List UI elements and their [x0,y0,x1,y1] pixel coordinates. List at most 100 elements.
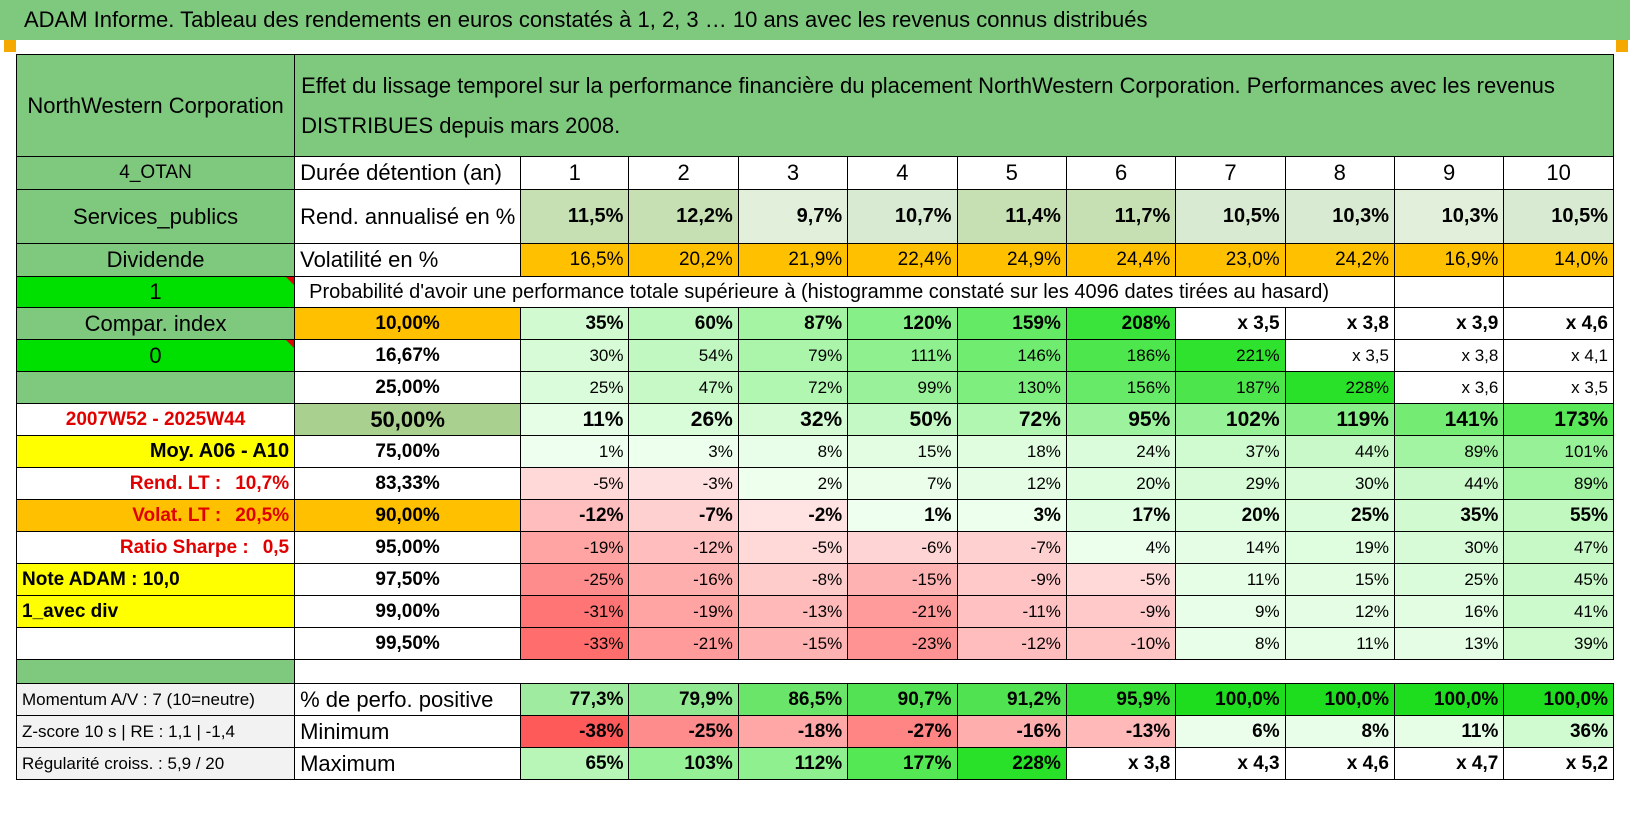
quantile-value-cell: 12% [956,467,1067,500]
company-name: NorthWestern Corporation [15,54,296,157]
moy-label: Moy. A06 - A10 [15,435,296,468]
year-header-cell: 4 [847,156,958,190]
year-header-cell: 6 [1065,156,1177,190]
quantile-value-cell: 3% [956,499,1067,532]
quantile-value-cell: -12% [628,531,739,564]
quantile-value-cell: -5% [1065,563,1177,596]
quantile-value-cell: 8% [1175,627,1286,660]
quantile-value-cell: x 3,6 [1393,371,1505,404]
quantile-value-cell: -21% [628,627,739,660]
section-spacer [15,659,296,684]
quantile-value-cell: 8% [737,435,849,468]
side-spacer [15,371,296,404]
pct-positive-cell: 77,3% [520,683,630,716]
maximum-cell: 103% [628,747,739,780]
minimum-cell: -25% [628,715,739,748]
quantile-value-cell: 9% [1175,595,1286,628]
quantile-value-cell: 44% [1284,435,1395,468]
table-row: Note ADAM : 10,0 97,50% -25% -16% -8% -15% -9%… [15,563,1614,596]
quantile-value-cell: -5% [737,531,849,564]
volat-cell: 24,2% [1284,243,1395,277]
quantile-value-cell: 44% [1393,467,1505,500]
minimum-cell: 8% [1284,715,1395,748]
volat-cell: 20,2% [628,243,739,277]
volat-cell: 14,0% [1503,243,1614,277]
quantile-label: 50,00% [294,403,522,436]
rend-lt-label: Rend. LT : [129,472,222,494]
regularite-label: Régularité croiss. : 5,9 / 20 [15,747,296,780]
quantile-value-cell: 41% [1503,595,1614,628]
quantile-value-cell: 14% [1175,531,1286,564]
quantile-value-cell: 11% [520,403,630,436]
quantile-value-cell: 32% [737,403,849,436]
rend-lt: Rend. LT : 10,7% [15,467,296,500]
minimum-cell: -27% [847,715,958,748]
quantile-value-cell: -7% [956,531,1067,564]
quantile-value-cell: -33% [520,627,630,660]
rend-cell: 9,7% [737,189,849,244]
quantile-value-cell: 130% [956,371,1067,404]
quantile-value-cell: 11% [1175,563,1286,596]
quantile-value-cell: 30% [520,339,630,372]
year-header-cell: 1 [520,156,630,190]
quantile-value-cell: 25% [1393,563,1505,596]
performance-table: NorthWestern Corporation Effet du lissag… [15,54,1614,780]
quantile-value-cell: 50% [847,403,958,436]
quantile-value-cell: -12% [956,627,1067,660]
maximum-cell: 228% [956,747,1067,780]
quantile-value-cell: -19% [520,531,630,564]
quantile-value-cell: -7% [628,499,739,532]
maximum-cell: 65% [520,747,630,780]
volat-cell: 22,4% [847,243,958,277]
sharpe-ratio-value: 0,5 [262,536,290,558]
option-one-cell[interactable]: 1 [15,276,296,308]
quantile-value-cell: 120% [847,307,958,340]
quantile-value-cell: 228% [1284,371,1395,404]
sharpe-ratio-label: Ratio Sharpe : [119,536,249,558]
sector-label: Services_publics [15,189,296,244]
pct-positive-cell: 100,0% [1503,683,1614,716]
compar-index-label: Compar. index [15,307,296,340]
rend-cell: 11,5% [520,189,630,244]
maximum-cell: 177% [847,747,958,780]
quantile-value-cell: 29% [1175,467,1286,500]
minimum-cell: 6% [1175,715,1286,748]
table-row: 99,50% -33% -21% -15% -23% -12% -10% 8% 11% 13% 39… [15,627,1614,660]
quantile-label: 97,50% [294,563,522,596]
minimum-cell: -38% [520,715,630,748]
quantile-value-cell: -11% [956,595,1067,628]
pct-positive-cell: 90,7% [847,683,958,716]
quantile-value-cell: 99% [847,371,958,404]
pct-positive-cell: 79,9% [628,683,739,716]
quantile-value-cell: 72% [956,403,1067,436]
adam-note: Note ADAM : 10,0 [15,563,296,596]
volat-cell: 24,9% [956,243,1067,277]
table-row: 25,00% 25% 47% 72% 99% 130% 156% 187% 228% x 3,6 x… [15,371,1614,404]
quantile-value-cell: 102% [1175,403,1286,436]
report-title: ADAM Informe. Tableau des rendements en … [0,0,1630,40]
quantile-value-cell: -15% [737,627,849,660]
quantile-value-cell: 25% [520,371,630,404]
probability-heading: Probabilité d'avoir une performance tota… [294,276,1395,308]
quantile-label: 16,67% [294,339,522,372]
period-range: 2007W52 - 2025W44 [15,403,296,436]
maximum-cell: x 4,6 [1284,747,1395,780]
quantile-value-cell: 2% [737,467,849,500]
rend-cell: 12,2% [628,189,739,244]
volat-label: Volatilité en % [294,243,522,277]
pct-positive-cell: 91,2% [956,683,1067,716]
performance-sheet: NorthWestern Corporation Effet du lissag… [15,54,1614,815]
quantile-value-cell: 39% [1503,627,1614,660]
rend-cell: 10,3% [1393,189,1505,244]
minimum-cell: -18% [737,715,849,748]
quantile-value-cell: 16% [1393,595,1505,628]
quantile-label: 95,00% [294,531,522,564]
quantile-value-cell: 221% [1175,339,1286,372]
quantile-value-cell: 89% [1503,467,1614,500]
quantile-value-cell: x 3,8 [1393,339,1505,372]
year-header-cell: 9 [1393,156,1505,190]
quantile-value-cell: 208% [1065,307,1177,340]
compar-zero-cell[interactable]: 0 [15,339,296,372]
minimum-label: Minimum [294,715,522,748]
quantile-value-cell: 12% [1284,595,1395,628]
